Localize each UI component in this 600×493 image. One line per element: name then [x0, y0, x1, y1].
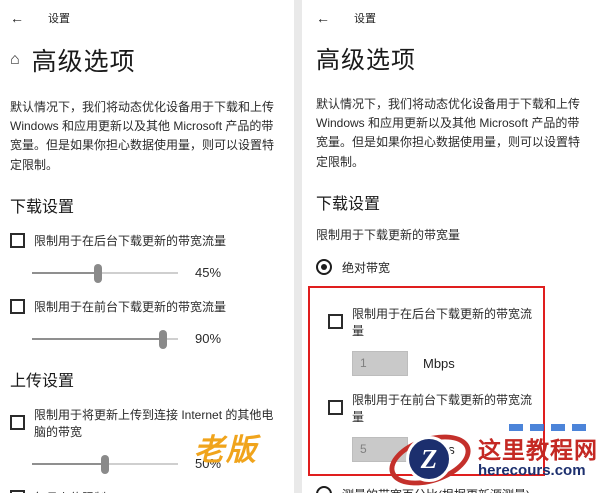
- checkbox-label: 限制用于在前台下载更新的带宽流量: [34, 299, 227, 314]
- checkbox-label: 限制用于在后台下载更新的带宽流量: [352, 306, 533, 338]
- checkbox-label: 限制用于在前台下载更新的带宽流量: [352, 392, 533, 424]
- download-limit-subtitle: 限制用于下载更新的带宽量: [316, 227, 461, 242]
- site-logo-icon: Z: [382, 425, 478, 493]
- app-title: 设置: [48, 13, 70, 25]
- slider-thumb[interactable]: [159, 329, 168, 349]
- slider-value: 45%: [195, 265, 222, 281]
- page-description: 默认情况下，我们将动态优化设备用于下载和上传 Windows 和应用更新以及其他…: [10, 100, 275, 172]
- download-settings-title: 下载设置: [316, 195, 381, 213]
- download-settings-title: 下载设置: [10, 198, 75, 216]
- logo-circle: Z: [406, 436, 452, 482]
- checkbox[interactable]: [328, 400, 343, 416]
- home-icon: ⌂: [10, 51, 20, 68]
- header: ← 设置: [316, 10, 590, 26]
- back-icon[interactable]: ←: [10, 10, 24, 26]
- background-mbps-input[interactable]: 1: [352, 350, 408, 376]
- header: ← 设置: [10, 10, 282, 26]
- page-title: 高级选项: [316, 47, 416, 74]
- radio-absolute-bandwidth[interactable]: 绝对带宽: [316, 259, 590, 276]
- checkbox[interactable]: [10, 489, 25, 493]
- site-url: herecours.com: [478, 462, 586, 480]
- radio-icon[interactable]: [316, 486, 332, 493]
- back-icon[interactable]: ←: [316, 10, 330, 26]
- radio-icon[interactable]: [316, 259, 332, 276]
- panel-old-version: ← 设置 ⌂ 高级选项 默认情况下，我们将动态优化设备用于下载和上传 Windo…: [0, 0, 294, 493]
- upload-bandwidth-slider[interactable]: [32, 454, 178, 474]
- limit-foreground-download-row[interactable]: 限制用于在前台下载更新的带宽流量: [328, 391, 533, 425]
- panel-divider: [294, 0, 302, 493]
- foreground-mbps-input[interactable]: 5: [352, 436, 408, 462]
- checkbox[interactable]: [10, 232, 25, 248]
- radio-label: 测量的带宽百分比(根据更新源测量): [342, 486, 530, 493]
- monthly-upload-limit-row[interactable]: 每月上传限制: [10, 489, 282, 493]
- background-download-slider[interactable]: [32, 263, 178, 283]
- foreground-download-slider[interactable]: [32, 329, 178, 349]
- panel-new-version: ← 设置 高级选项 默认情况下，我们将动态优化设备用于下载和上传 Windows…: [302, 0, 600, 493]
- slider-thumb[interactable]: [101, 454, 109, 474]
- radio-percent-bandwidth[interactable]: 测量的带宽百分比(根据更新源测量): [316, 486, 590, 493]
- site-name: 这里教程网: [478, 437, 598, 464]
- slider-value: 90%: [195, 331, 222, 347]
- checkbox-label: 限制用于将更新上传到连接 Internet 的其他电脑的带宽: [34, 407, 274, 439]
- site-watermark: Z 这里教程网 herecours.com: [382, 425, 598, 493]
- checkbox-label: 限制用于在后台下载更新的带宽流量: [34, 233, 227, 248]
- checkbox-label: 每月上传限制: [34, 489, 106, 493]
- limit-foreground-download-row[interactable]: 限制用于在前台下载更新的带宽流量: [10, 298, 282, 315]
- page-title: 高级选项: [31, 48, 136, 76]
- limit-background-download-row[interactable]: 限制用于在后台下载更新的带宽流量: [328, 305, 533, 339]
- checkbox[interactable]: [10, 415, 25, 431]
- page-description: 默认情况下，我们将动态优化设备用于下载和上传 Windows 和应用更新以及其他…: [316, 97, 581, 169]
- app-title: 设置: [354, 13, 376, 25]
- slider-thumb[interactable]: [93, 263, 102, 283]
- old-version-tag: 老版: [194, 434, 258, 467]
- radio-label: 绝对带宽: [342, 260, 391, 275]
- slider-value: 50%: [195, 456, 222, 472]
- checkbox[interactable]: [10, 298, 25, 314]
- limit-background-download-row[interactable]: 限制用于在后台下载更新的带宽流量: [10, 232, 282, 249]
- limit-upload-bandwidth-row[interactable]: 限制用于将更新上传到连接 Internet 的其他电脑的带宽: [10, 406, 282, 440]
- upload-settings-title: 上传设置: [10, 372, 75, 390]
- clipped-text-fragment: [509, 424, 586, 431]
- checkbox[interactable]: [328, 314, 343, 330]
- mbps-unit-label: Mbps: [423, 355, 455, 371]
- logo-letter: Z: [420, 443, 438, 474]
